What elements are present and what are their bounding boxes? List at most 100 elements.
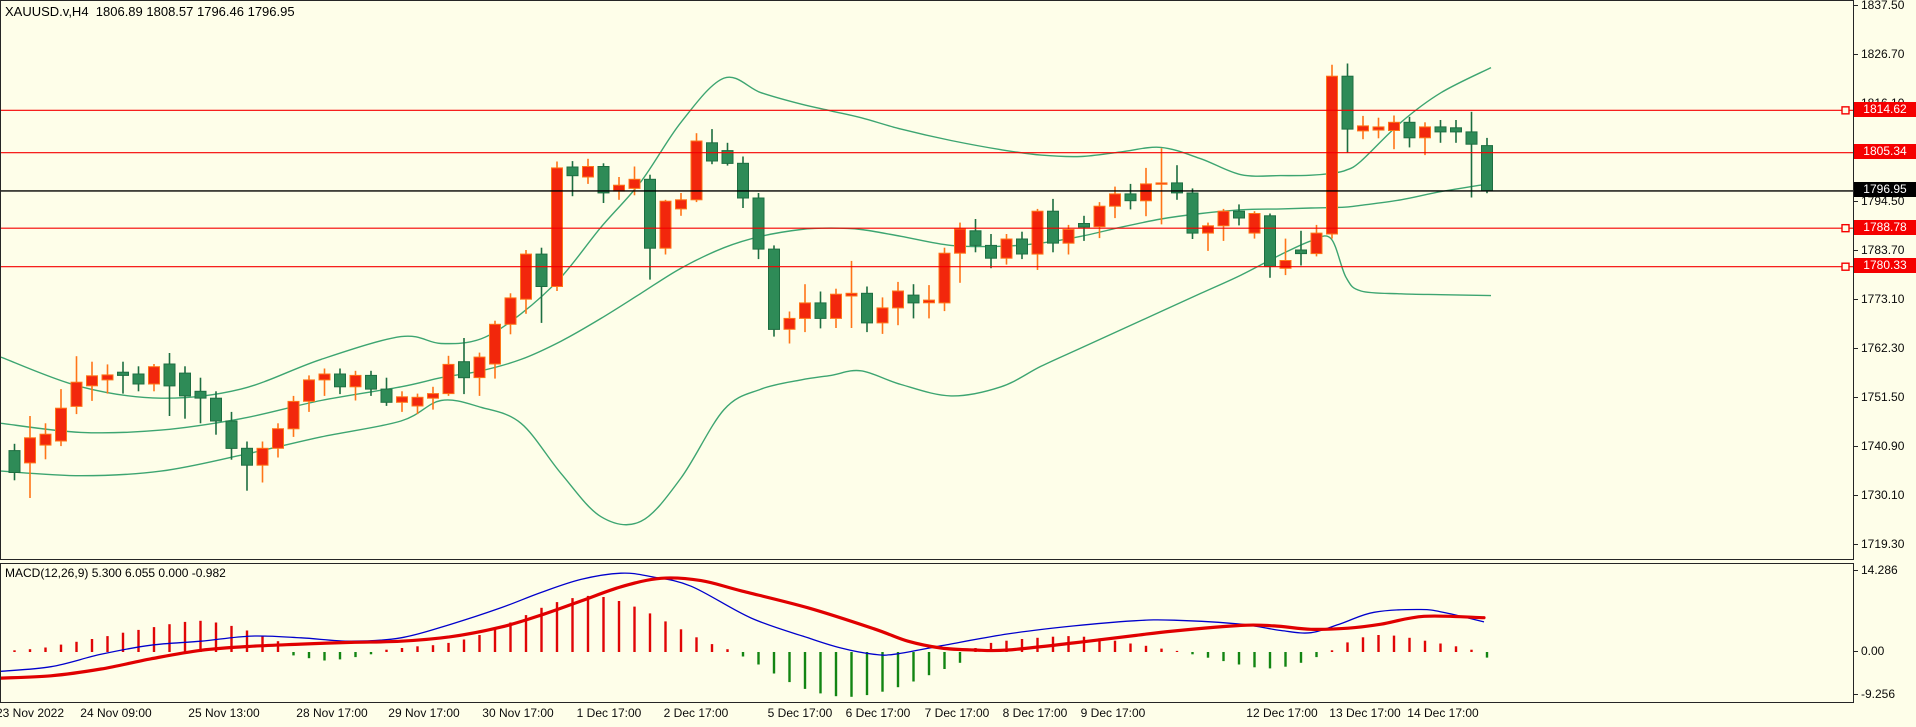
time-axis-label: 1 Dec 17:00 — [576, 706, 642, 720]
candle-body-down — [737, 162, 749, 199]
candle-body-up — [1062, 229, 1075, 244]
candle-body-down — [1171, 182, 1183, 194]
candle-body-up — [148, 366, 160, 385]
candle-body-up — [954, 228, 966, 254]
candle-body-down — [8, 450, 21, 474]
price-axis-tick — [1853, 544, 1858, 545]
time-axis-label: 29 Nov 17:00 — [388, 706, 460, 720]
candle-body-up — [272, 428, 284, 449]
price-axis-tick-label: 1719.30 — [1861, 537, 1905, 551]
candle-body-down — [597, 166, 610, 194]
candle-body-up — [1217, 210, 1230, 227]
candle-body-up — [1419, 126, 1431, 139]
candle-body-down — [225, 420, 238, 449]
candle-body-up — [845, 292, 858, 297]
time-axis-label: 7 Dec 17:00 — [924, 706, 990, 720]
candle-body-up — [1000, 238, 1013, 259]
price-axis-tick-label: 1730.10 — [1861, 487, 1905, 502]
candle-body-down — [1264, 215, 1276, 267]
candle-body-up — [938, 252, 951, 304]
price-axis-tick-label: 1773.10 — [1861, 291, 1905, 306]
time-axis-label: 9 Dec 17:00 — [1080, 706, 1146, 720]
candle-body-down — [210, 397, 222, 422]
candle-body-up — [318, 373, 331, 381]
candle-body-up — [1031, 210, 1044, 255]
candle-body-up — [349, 374, 362, 388]
candlestick-chart-canvas[interactable] — [1, 1, 1853, 559]
candle-body-down — [985, 244, 997, 259]
candle-body-down — [1341, 75, 1354, 130]
price-axis-tick-label: 1783.70 — [1861, 243, 1905, 258]
time-axis-label: 12 Dec 17:00 — [1246, 706, 1318, 720]
price-axis-tick-label: 1740.90 — [1861, 438, 1905, 453]
candle-body-up — [1279, 260, 1292, 269]
macd-axis-tick — [1853, 651, 1858, 652]
macd-indicator-pane[interactable] — [0, 563, 1854, 703]
candle-body-down — [644, 178, 656, 249]
chart-title: XAUUSD.v,H4 1806.89 1808.57 1796.46 1796… — [5, 4, 295, 19]
price-axis-tick-label: 1751.50 — [1861, 390, 1905, 405]
macd-axis-tick — [1853, 694, 1858, 695]
candle-body-up — [1388, 121, 1400, 132]
candle-body-down — [969, 230, 982, 246]
candle-body-up — [1140, 183, 1152, 202]
candle-body-down — [241, 447, 253, 466]
line-price-tag: 1805.34 — [1854, 144, 1916, 160]
line-drag-handle[interactable] — [1841, 262, 1850, 271]
line-price-tag: 1780.33 — [1854, 258, 1916, 274]
candle-body-up — [287, 400, 300, 430]
candle-body-down — [1295, 249, 1307, 255]
price-axis-tick — [1853, 445, 1858, 447]
candle-body-up — [1357, 125, 1369, 132]
candle-body-down — [132, 373, 145, 385]
macd-axis-tick-label: 14.286 — [1861, 563, 1898, 577]
candle-body-down — [861, 292, 873, 324]
candle-body-down — [1186, 192, 1199, 234]
candle-body-down — [721, 150, 734, 164]
line-drag-handle[interactable] — [1841, 106, 1850, 115]
candle-body-up — [101, 374, 114, 381]
price-axis-tick — [1853, 494, 1858, 496]
candle-body-up — [690, 140, 703, 201]
line-drag-handle[interactable] — [1841, 223, 1850, 233]
time-axis-label: 23 Nov 2022 — [0, 706, 65, 720]
candle-body-up — [923, 299, 935, 304]
candle-body-up — [489, 323, 501, 365]
candle-body-down — [1078, 223, 1090, 228]
candle-body-down — [566, 166, 579, 177]
candle-body-down — [163, 363, 176, 387]
price-axis-tick-label: 1794.50 — [1861, 194, 1905, 209]
price-axis-tick — [1853, 5, 1858, 7]
macd-line — [1, 572, 1485, 672]
time-axis-label: 6 Dec 17:00 — [845, 706, 911, 720]
candle-body-down — [768, 248, 780, 330]
candle-body-down — [814, 302, 827, 319]
candle-body-up — [1109, 193, 1121, 207]
time-axis-label: 13 Dec 17:00 — [1329, 706, 1401, 720]
bollinger-lower-band — [1, 235, 1492, 526]
candles — [8, 63, 1493, 498]
candle-body-up — [582, 166, 594, 178]
candle-body-up — [504, 297, 517, 325]
candle-body-up — [1093, 205, 1106, 228]
macd-axis-tick-label: 0.00 — [1861, 644, 1885, 658]
candle-body-down — [1233, 210, 1245, 219]
candle-body-up — [39, 433, 52, 446]
bollinger-upper-band — [1, 66, 1492, 399]
time-axis-label: 14 Dec 17:00 — [1407, 706, 1479, 720]
candle-body-up — [1155, 182, 1168, 185]
time-axis-label: 24 Nov 09:00 — [80, 706, 152, 720]
price-axis-tick — [1853, 397, 1858, 399]
time-axis-label: 5 Dec 17:00 — [767, 706, 833, 720]
candle-body-up — [55, 407, 67, 442]
candle-body-down — [458, 361, 470, 379]
candle-body-down — [334, 373, 346, 388]
macd-chart-canvas[interactable] — [1, 564, 1853, 702]
candle-body-down — [1465, 131, 1478, 145]
price-axis-tick — [1853, 250, 1858, 252]
price-axis-tick — [1853, 347, 1858, 349]
candle-body-up — [1310, 232, 1323, 255]
candle-body-down — [380, 388, 393, 403]
main-chart-pane[interactable] — [0, 0, 1854, 560]
candle-body-down — [194, 390, 207, 399]
